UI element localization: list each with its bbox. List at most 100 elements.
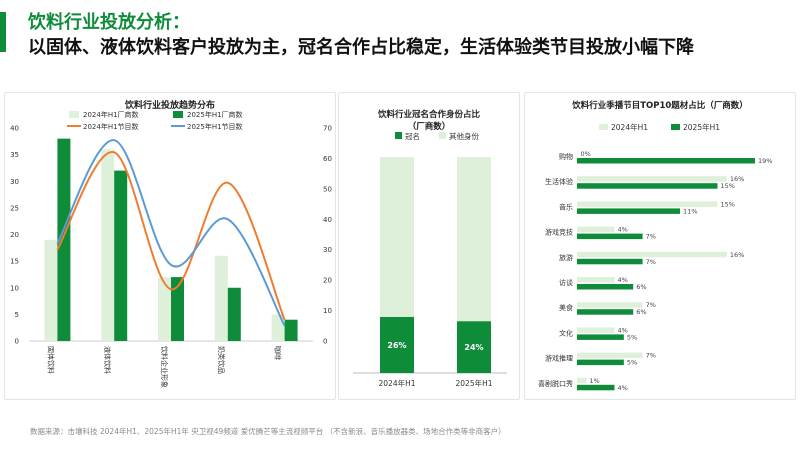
legend-swatch bbox=[395, 132, 402, 139]
bar-2025 bbox=[577, 183, 718, 189]
data-label: 26% bbox=[387, 341, 406, 350]
data-label: 15% bbox=[721, 200, 735, 208]
title-accent-bar bbox=[0, 12, 6, 52]
data-label: 7% bbox=[646, 352, 656, 360]
line-2024-programs bbox=[56, 151, 286, 321]
legend-label: 2025年H1 bbox=[683, 122, 720, 132]
chart-title-line-2: （厂商数） bbox=[408, 121, 451, 132]
x-tick-label: 2024年H1 bbox=[379, 378, 416, 388]
bar-2024-vendors bbox=[214, 255, 228, 341]
y-left-tick-label: 40 bbox=[10, 125, 19, 133]
bar-2025-vendors bbox=[284, 319, 298, 341]
bar-2024-vendors bbox=[158, 277, 171, 341]
legend-swatch bbox=[599, 124, 608, 130]
sponsorship-chart: 饮料行业冠名合作身份占比（厂商数）冠名 其他身份 26% 2024年H1 24% 2025… bbox=[353, 109, 507, 388]
bar-2025-vendors bbox=[227, 287, 241, 341]
data-label: 4% bbox=[617, 226, 627, 234]
data-label: 19% bbox=[758, 157, 772, 165]
page-title: 饮料行业投放分析： bbox=[28, 12, 190, 33]
data-label: 11% bbox=[683, 207, 697, 215]
data-label: 15% bbox=[721, 182, 735, 190]
y-left-tick-label: 35 bbox=[10, 151, 19, 159]
bar-2025 bbox=[577, 384, 615, 391]
bar-2024 bbox=[577, 226, 615, 233]
topic-chart: 饮料行业季播节目TOP10题材占比（厂商数） 2024年H1 2025年H1 购物 0%… bbox=[538, 100, 772, 392]
y-tick-label: 购物 bbox=[559, 152, 573, 161]
legend-label: 其他身份 bbox=[449, 131, 479, 141]
data-label: 16% bbox=[730, 251, 744, 259]
x-tick-label: 咖啡 bbox=[274, 346, 283, 360]
y-tick-label: 喜剧脱口秀 bbox=[538, 379, 573, 388]
bar-2024-vendors bbox=[271, 314, 285, 341]
bar-2024 bbox=[577, 377, 587, 384]
bar-2024-vendors bbox=[44, 239, 58, 341]
bar-2024 bbox=[577, 302, 643, 308]
chart-title: 饮料行业投放趋势分布 bbox=[124, 99, 215, 111]
y-right-tick-label: 60 bbox=[323, 155, 332, 163]
data-label: 1% bbox=[589, 377, 599, 385]
legend-label: 2025年H1厂商数 bbox=[187, 110, 243, 119]
bar-2024 bbox=[577, 151, 578, 157]
y-right-tick-label: 0 bbox=[323, 338, 327, 346]
bar-2024 bbox=[577, 352, 643, 359]
data-label: 16% bbox=[730, 175, 744, 183]
y-right-tick-label: 40 bbox=[323, 216, 332, 224]
y-tick-label: 音乐 bbox=[559, 202, 573, 211]
bar-2024-vendors bbox=[101, 149, 115, 341]
data-label: 0% bbox=[581, 150, 591, 158]
data-label: 4% bbox=[617, 326, 627, 334]
bar-2025-vendors bbox=[114, 170, 128, 341]
bar-2024 bbox=[577, 176, 727, 182]
legend-swatch bbox=[173, 111, 183, 118]
legend-swatch bbox=[671, 124, 680, 130]
topic-chart-panel: 饮料行业季播节目TOP10题材占比（厂商数） 2024年H1 2025年H1 购物 0%… bbox=[524, 92, 796, 400]
line-2025-programs bbox=[56, 139, 286, 327]
y-tick-label: 生活体验 bbox=[545, 177, 573, 186]
y-left-tick-label: 5 bbox=[15, 311, 19, 319]
data-label: 24% bbox=[464, 343, 483, 352]
bar-2024 bbox=[577, 277, 615, 283]
sponsorship-chart-panel: 饮料行业冠名合作身份占比 （厂商数） 冠名 其他身份 26% 2024年H1 24% 2025… bbox=[338, 92, 520, 400]
data-label: 7% bbox=[646, 233, 656, 241]
data-label: 4% bbox=[617, 384, 627, 392]
bar-other-segment bbox=[380, 157, 414, 317]
y-left-tick-label: 10 bbox=[10, 284, 19, 292]
legend-swatch bbox=[69, 111, 79, 118]
chart-title-line-1: 饮料行业冠名合作身份占比 bbox=[377, 109, 481, 120]
y-left-tick-label: 30 bbox=[10, 178, 19, 186]
chart-title: 饮料行业季播节目TOP10题材占比（厂商数） bbox=[571, 100, 748, 111]
bar-sponsor-segment bbox=[457, 321, 491, 373]
bar-2025 bbox=[577, 233, 643, 240]
y-left-tick-label: 0 bbox=[15, 338, 19, 346]
bar-2025 bbox=[577, 359, 624, 366]
bar-other-segment bbox=[457, 157, 491, 322]
x-tick-label: 固体饮料 bbox=[46, 346, 55, 374]
y-tick-label: 访谈 bbox=[559, 278, 573, 287]
y-right-tick-label: 10 bbox=[323, 307, 332, 315]
y-left-tick-label: 15 bbox=[10, 258, 19, 266]
data-label: 6% bbox=[636, 308, 646, 316]
bar-2025 bbox=[577, 158, 755, 164]
legend-label: 2024年H1节目数 bbox=[83, 122, 139, 131]
bar-2025 bbox=[577, 309, 634, 315]
bar-2025-vendors bbox=[171, 277, 184, 341]
y-right-tick-label: 20 bbox=[323, 277, 332, 285]
bar-2025 bbox=[577, 334, 624, 340]
data-label: 4% bbox=[617, 276, 627, 284]
y-right-tick-label: 30 bbox=[323, 246, 332, 254]
y-tick-label: 美食 bbox=[559, 303, 573, 312]
legend-label: 2024年H1厂商数 bbox=[83, 110, 139, 119]
bar-2024 bbox=[577, 201, 718, 207]
data-label: 5% bbox=[627, 333, 637, 341]
bar-2024 bbox=[577, 327, 615, 333]
y-right-tick-label: 70 bbox=[323, 125, 332, 133]
legend-swatch bbox=[439, 132, 446, 139]
trend-chart-panel: 饮料行业投放趋势分布 2024年H1厂商数 2025年H1厂商数 2024年H1节目数… bbox=[4, 92, 336, 400]
data-label: 6% bbox=[636, 283, 646, 291]
y-tick-label: 游戏推理 bbox=[545, 354, 573, 363]
bar-sponsor-segment bbox=[380, 316, 414, 373]
y-tick-label: 游戏竞技 bbox=[545, 228, 573, 237]
bar-2025 bbox=[577, 208, 681, 214]
bar-2025-vendors bbox=[57, 138, 71, 341]
